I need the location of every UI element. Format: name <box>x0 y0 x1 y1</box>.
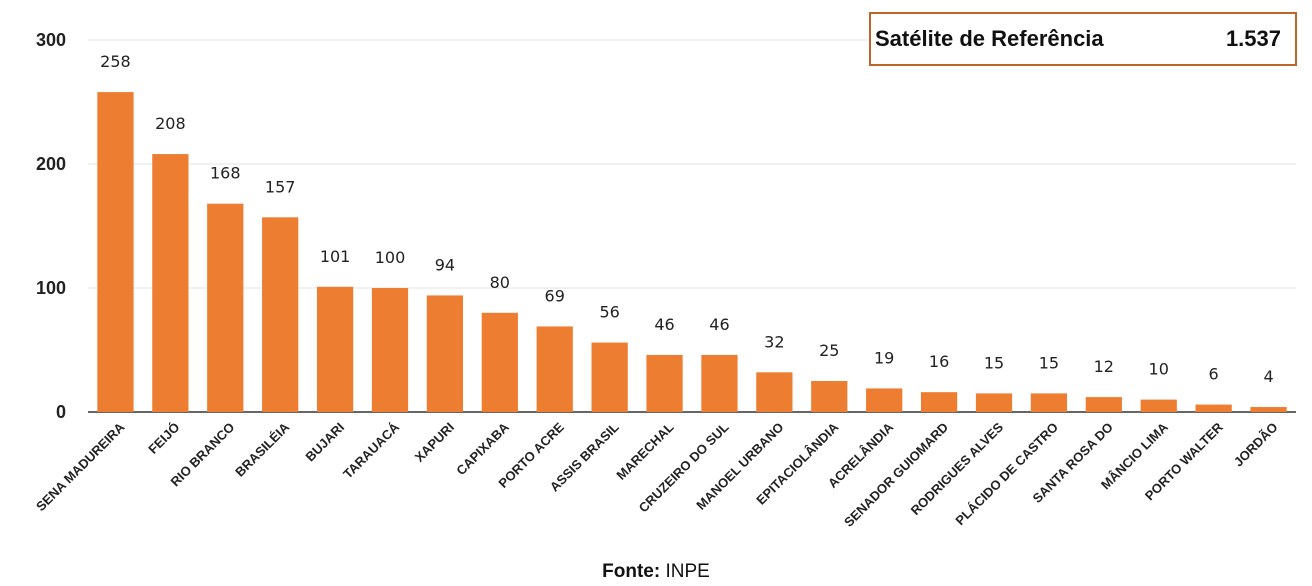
data-label: 56 <box>599 303 619 322</box>
source-note: Fonte: INPE <box>0 561 1312 583</box>
x-tick-label: SENADOR GUIOMARD <box>841 420 951 530</box>
reference-label: Satélite de Referência <box>875 26 1104 51</box>
x-tick-label: BRASILÉIA <box>232 419 293 480</box>
data-label: 46 <box>654 315 674 334</box>
bar <box>536 326 573 412</box>
data-label: 80 <box>490 273 510 292</box>
bar <box>316 286 354 412</box>
source-label: Fonte: <box>602 561 661 582</box>
bar <box>371 288 409 412</box>
data-label: 258 <box>100 52 131 71</box>
data-label: 16 <box>929 352 949 371</box>
data-label: 208 <box>155 114 186 133</box>
y-tick-label: 300 <box>36 30 66 50</box>
bar <box>481 312 518 412</box>
bar <box>152 154 189 412</box>
data-label: 15 <box>984 353 1004 372</box>
x-tick-label: RODRIGUES ALVES <box>908 419 1007 518</box>
data-label: 10 <box>1149 360 1169 379</box>
bar <box>1195 404 1232 412</box>
data-label: 101 <box>320 247 351 266</box>
bar <box>646 354 683 412</box>
x-tick-label: BUJARI <box>302 420 347 465</box>
data-label: 32 <box>764 332 784 351</box>
data-label: 19 <box>874 348 894 367</box>
bar <box>262 217 299 412</box>
bar <box>1085 397 1122 412</box>
bar <box>591 342 628 412</box>
x-tick-label: TARAUACÁ <box>340 419 402 481</box>
data-label: 94 <box>435 255 455 274</box>
x-tick-label: CRUZEIRO DO SUL <box>636 419 732 515</box>
data-label: 15 <box>1039 353 1059 372</box>
bar <box>701 354 738 412</box>
y-axis-ticks: 0 100 200 300 <box>36 30 66 422</box>
bar <box>426 295 464 412</box>
x-tick-label: XAPURI <box>412 420 457 465</box>
source-text: INPE <box>665 561 710 582</box>
data-label: 168 <box>210 164 241 183</box>
bar <box>207 203 244 412</box>
data-label: 157 <box>265 177 296 196</box>
data-label: 25 <box>819 341 839 360</box>
bar <box>1140 399 1177 412</box>
bars <box>97 92 1287 412</box>
x-tick-label: SENA MADUREIRA <box>33 419 128 514</box>
x-tick-label: CAPIXABA <box>453 419 512 478</box>
y-tick-label: 100 <box>36 278 66 298</box>
bar <box>975 393 1013 412</box>
reference-satellite-box: Satélite de Referência 1.537 <box>869 12 1297 66</box>
data-label: 100 <box>375 248 406 267</box>
bar <box>866 388 903 412</box>
y-tick-label: 0 <box>56 402 66 422</box>
y-tick-label: 200 <box>36 154 66 174</box>
x-tick-label: FEIJÓ <box>145 420 182 457</box>
data-label: 46 <box>709 315 729 334</box>
data-label: 69 <box>545 286 565 305</box>
bar <box>756 372 793 412</box>
x-tick-label: JORDÃO <box>1231 420 1281 470</box>
bar <box>811 381 848 412</box>
data-label: 4 <box>1263 367 1273 386</box>
data-label: 12 <box>1094 357 1114 376</box>
bar <box>1030 393 1068 412</box>
reference-value: 1.537 <box>1225 26 1281 51</box>
bar <box>1250 407 1287 412</box>
bar <box>97 92 134 412</box>
x-tick-label: PLÁCIDO DE CASTRO <box>952 420 1061 529</box>
bar <box>920 392 958 412</box>
data-label: 6 <box>1209 365 1219 384</box>
